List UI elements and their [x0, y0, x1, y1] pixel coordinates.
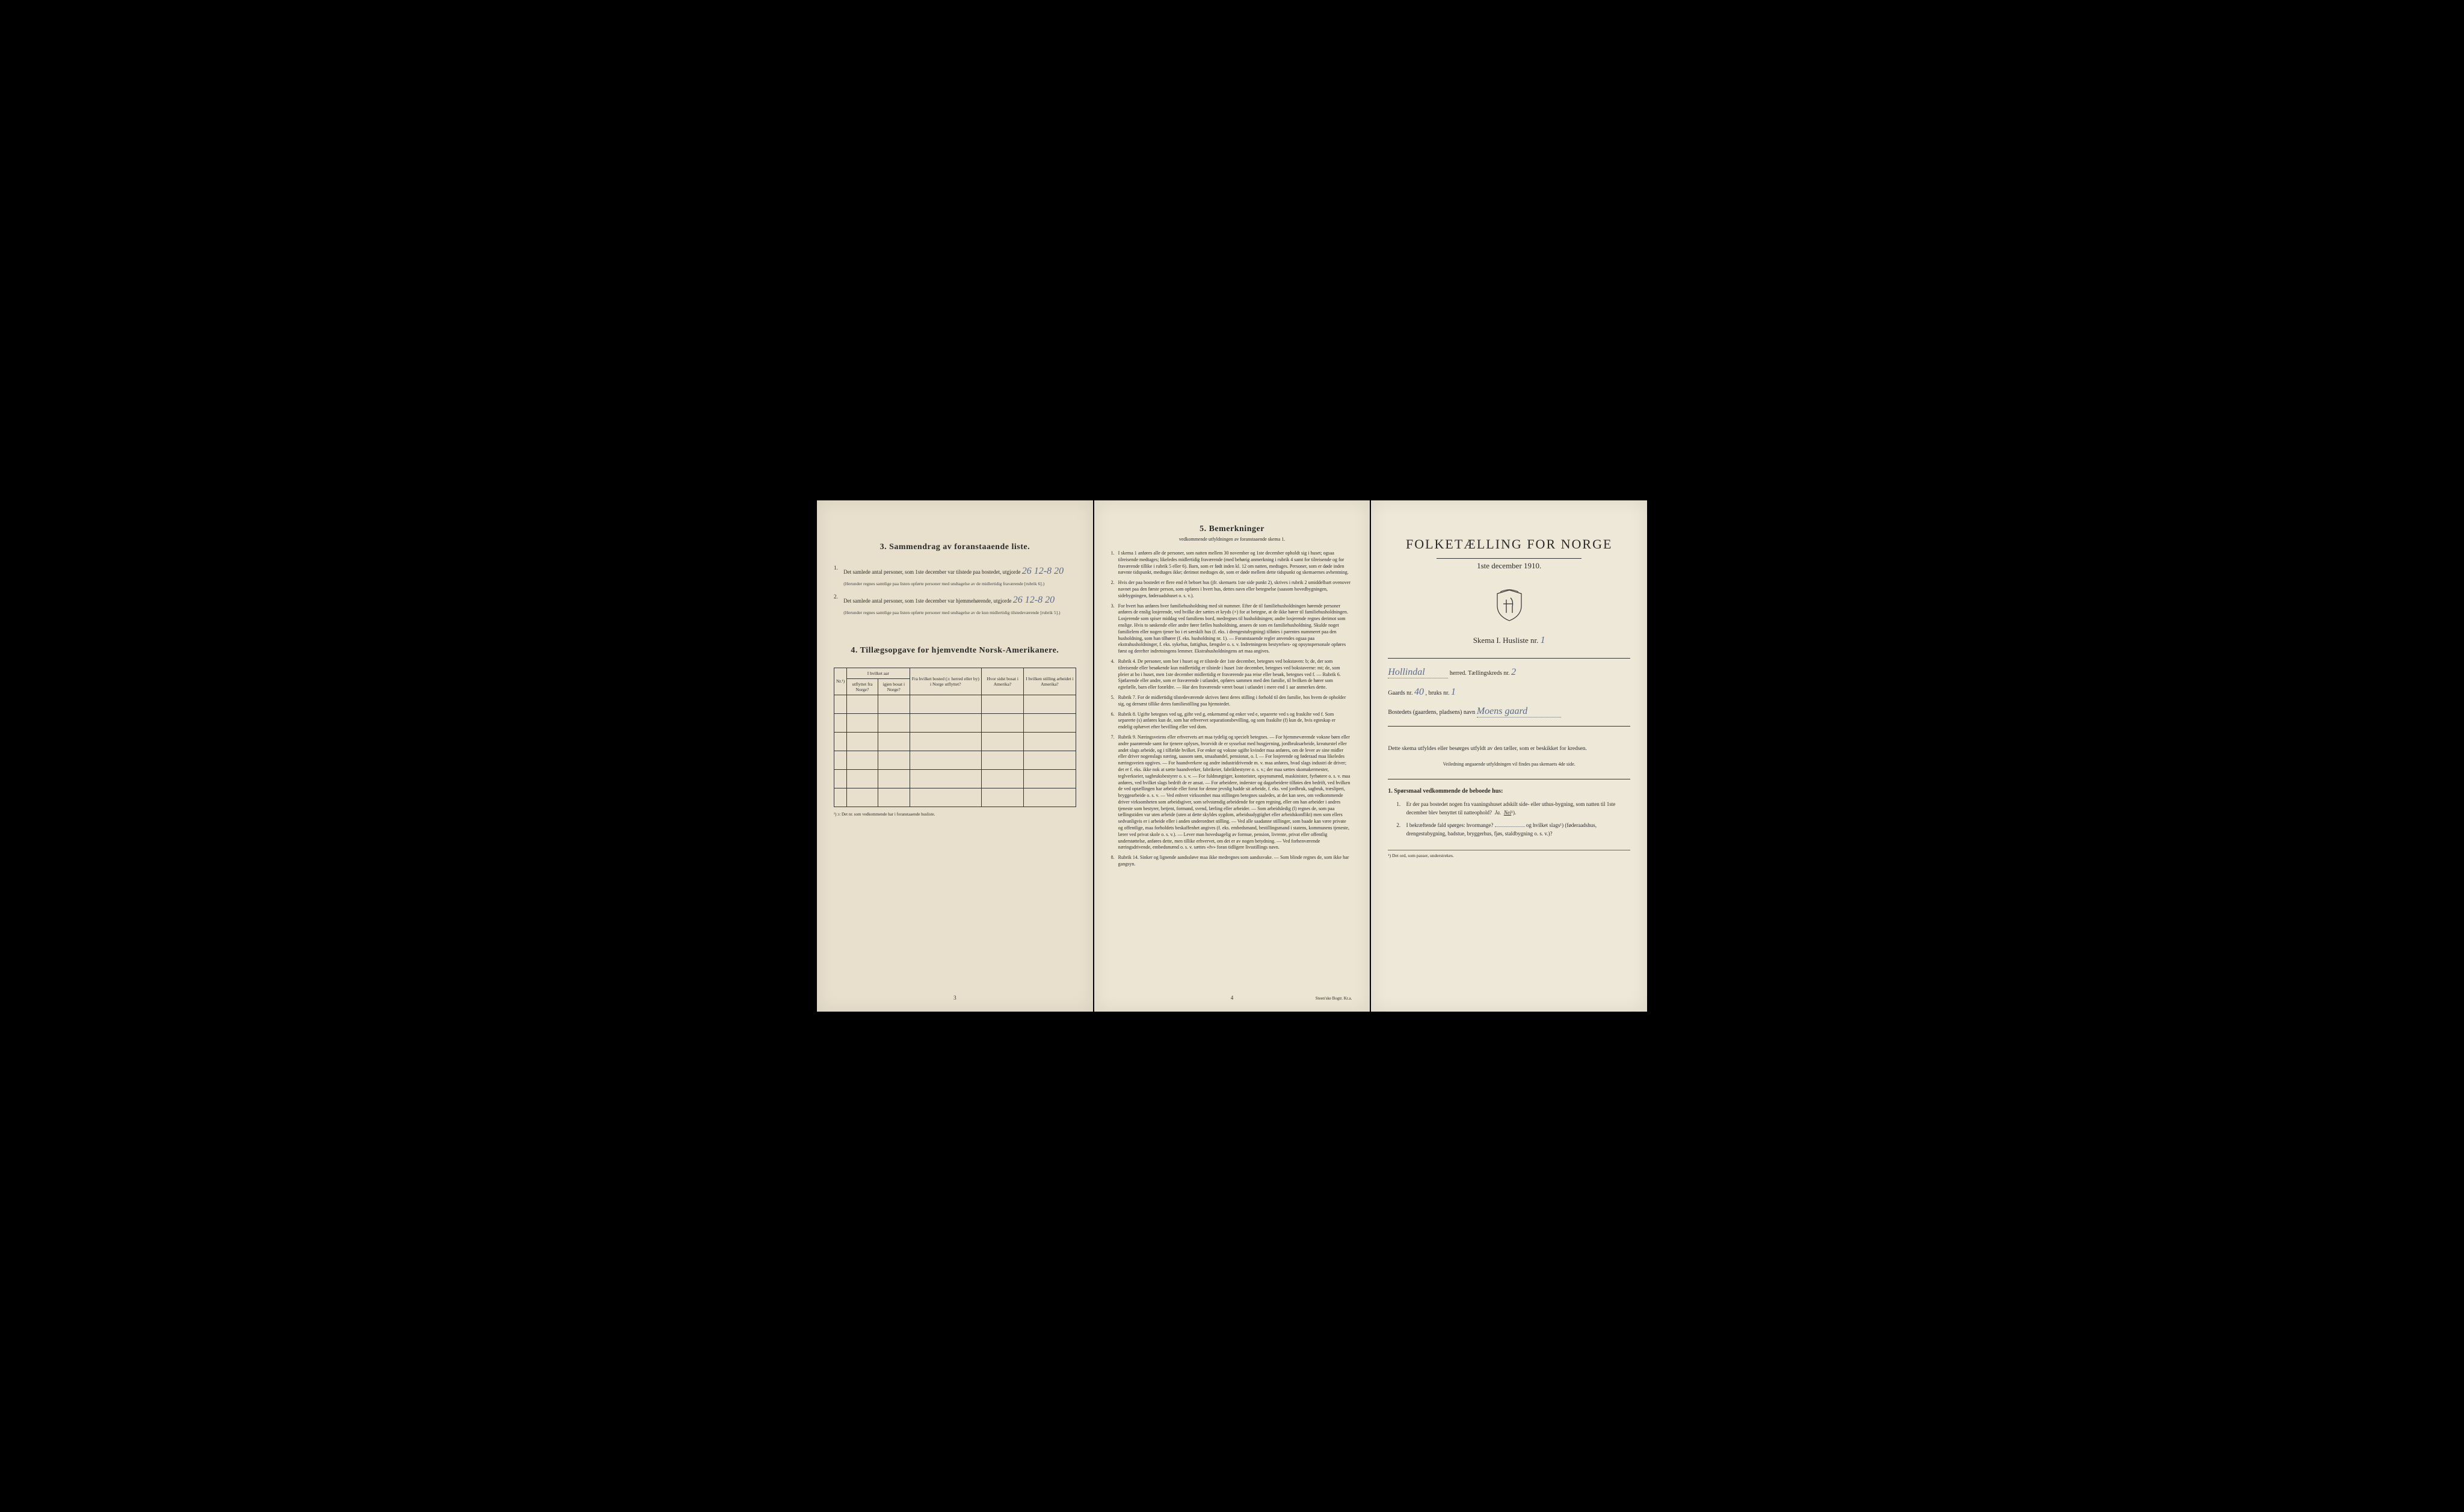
section-3-title: 3. Sammendrag av foranstaaende liste.	[834, 542, 1076, 552]
item1-handwritten: 26 12-8 20	[1022, 566, 1064, 576]
skema-number: 1	[1541, 635, 1545, 645]
remark-2: 2.Hvis der paa bostedet er flere end ét …	[1111, 580, 1354, 599]
remark-5: 5.Rubrik 7. For de midlertidig tilstedev…	[1111, 695, 1354, 708]
bruk-handwritten: 1	[1451, 687, 1456, 697]
item-number: 1.	[834, 564, 842, 573]
col-year-back: igjen bosat i Norge?	[878, 678, 910, 695]
bosted-line: Bostedets (gaardens, pladsens) navn Moen…	[1388, 706, 1630, 718]
divider	[1388, 726, 1630, 727]
table-row	[834, 695, 1076, 713]
gaard-line: Gaards nr. 40 , bruks nr. 1	[1388, 687, 1630, 698]
col-nr: Nr.¹)	[834, 668, 847, 695]
remark-1: 1.I skema 1 anføres alle de personer, so…	[1111, 550, 1354, 576]
remark-7: 7.Rubrik 9. Næringsveiens eller erhverve…	[1111, 734, 1354, 851]
col-job: I hvilken stilling arbeidet i Amerika?	[1024, 668, 1076, 695]
remark-3: 3.For hvert hus anføres hver familiehush…	[1111, 603, 1354, 655]
remark-6: 6.Rubrik 8. Ugifte betegnes ved ug, gift…	[1111, 711, 1354, 731]
table-row	[834, 751, 1076, 769]
page-4-remarks: 5. Bemerkninger vedkommende utfyldningen…	[1094, 500, 1370, 1012]
bruk-label: , bruks nr.	[1425, 690, 1449, 696]
page-1-cover: FOLKETÆLLING FOR NORGE 1ste december 191…	[1371, 500, 1647, 1012]
item-body: Det samlede antal personer, som 1ste dec…	[843, 593, 1075, 616]
remark-4: 4.Rubrik 4. De personer, som bor i huset…	[1111, 659, 1354, 691]
table-row	[834, 732, 1076, 751]
summary-item-2: 2. Det samlede antal personer, som 1ste …	[834, 593, 1076, 616]
table-row	[834, 788, 1076, 807]
skema-label: Skema I. Husliste nr.	[1473, 636, 1539, 645]
table-footnote: ¹) ɔ: Det nr. som vedkommende har i fora…	[834, 812, 1076, 817]
three-page-document: 3. Sammendrag av foranstaaende liste. 1.…	[817, 500, 1647, 1012]
col-last: Hvor sidst bosat i Amerika?	[982, 668, 1024, 695]
instruction-text: Dette skema utfyldes eller besørges utfy…	[1388, 745, 1630, 753]
col-year: I hvilket aar	[847, 668, 910, 678]
herred-handwritten: Hollindal	[1388, 667, 1448, 678]
question-heading: 1. Spørsmaal vedkommende de beboede hus:	[1388, 788, 1630, 794]
herred-label: herred. Tællingskreds nr.	[1450, 670, 1510, 677]
page-number: 3	[953, 995, 956, 1001]
q1-ja: Ja.	[1495, 810, 1502, 816]
item2-handwritten: 26 12-8 20	[1013, 595, 1055, 605]
bosted-handwritten: Moens gaard	[1477, 706, 1561, 718]
page-number: 4	[1231, 995, 1234, 1001]
gaard-label: Gaards nr.	[1388, 690, 1412, 696]
page-3-summary: 3. Sammendrag av foranstaaende liste. 1.…	[817, 500, 1093, 1012]
supplementary-table: Nr.¹) I hvilket aar Fra hvilket bosted (…	[834, 668, 1076, 807]
q2-text: I bekræftende fald spørges: hvormange?	[1406, 822, 1494, 828]
q1-sup: ¹).	[1511, 810, 1516, 816]
divider	[1388, 658, 1630, 659]
table-row	[834, 769, 1076, 788]
coat-of-arms-icon	[1388, 589, 1630, 623]
question-1: 1. Er der paa bostedet nogen fra vaaning…	[1396, 801, 1630, 817]
title-rule	[1437, 558, 1582, 559]
summary-item-1: 1. Det samlede antal personer, som 1ste …	[834, 564, 1076, 587]
skema-line: Skema I. Husliste nr. 1	[1388, 635, 1630, 646]
section-5-title: 5. Bemerkninger	[1111, 524, 1354, 534]
table-row	[834, 713, 1076, 732]
herred-line: Hollindal herred. Tællingskreds nr. 2	[1388, 667, 1630, 678]
q1-nei-underlined: Nei	[1504, 810, 1512, 816]
bosted-label: Bostedets (gaardens, pladsens) navn	[1388, 709, 1475, 716]
section-4-title: 4. Tillægsopgave for hjemvendte Norsk-Am…	[834, 646, 1076, 656]
item1-note: (Herunder regnes samtlige paa listen opf…	[843, 581, 1075, 587]
census-date: 1ste december 1910.	[1388, 561, 1630, 571]
item2-lead: Det samlede antal personer, som 1ste dec…	[843, 598, 1011, 604]
item-number: 2.	[834, 593, 842, 601]
question-2: 2. I bekræftende fald spørges: hvormange…	[1396, 822, 1630, 838]
page3-footnote: ¹) Det ord, som passer, understrekes.	[1388, 850, 1630, 858]
census-title: FOLKETÆLLING FOR NORGE	[1388, 536, 1630, 552]
remarks-subtitle: vedkommende utfyldningen av foranstaaend…	[1111, 536, 1354, 542]
col-year-out: utflyttet fra Norge?	[847, 678, 878, 695]
sub-instruction: Veiledning angaaende utfyldningen vil fi…	[1388, 761, 1630, 767]
printer-credit: Steen'ske Bogtr. Kr.a.	[1316, 996, 1352, 1001]
remark-8: 8.Rubrik 14. Sinker og lignende aandsslø…	[1111, 855, 1354, 868]
col-from: Fra hvilket bosted (ɔ: herred eller by) …	[910, 668, 981, 695]
item2-note: (Herunder regnes samtlige paa listen opf…	[843, 610, 1075, 616]
kreds-handwritten: 2	[1511, 667, 1516, 677]
gaard-handwritten: 40	[1414, 687, 1424, 697]
item1-lead: Det samlede antal personer, som 1ste dec…	[843, 569, 1020, 575]
q2-blank	[1495, 826, 1525, 827]
item-body: Det samlede antal personer, som 1ste dec…	[843, 564, 1075, 587]
